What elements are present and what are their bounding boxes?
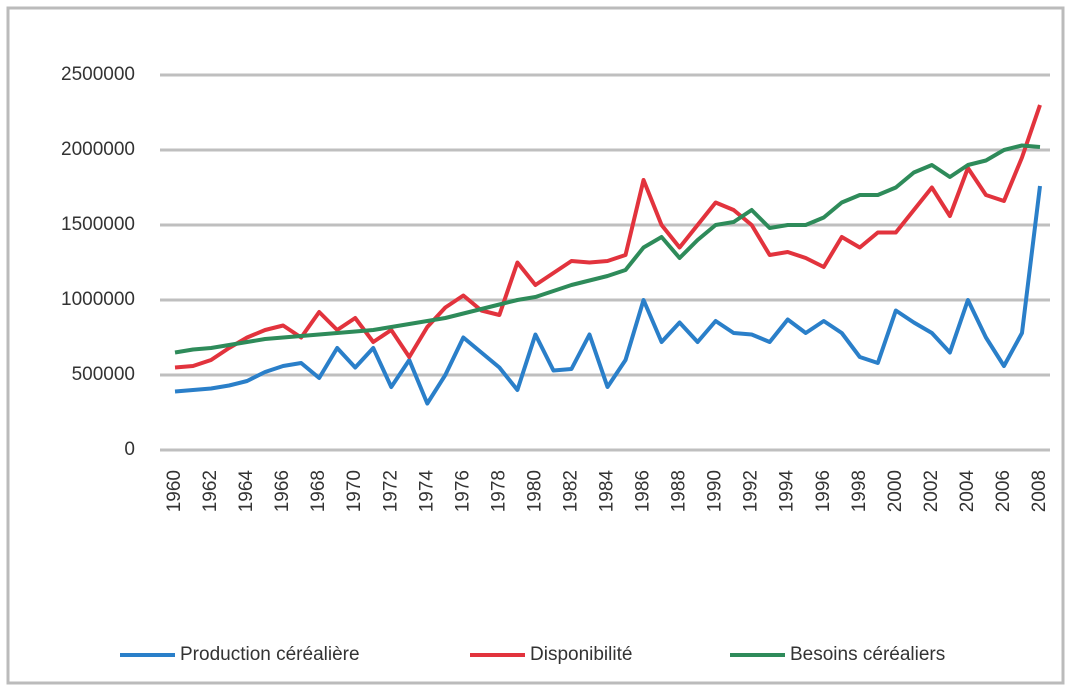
x-tick-label: 1966 xyxy=(272,470,293,512)
x-tick-label: 1986 xyxy=(633,470,654,512)
chart-frame xyxy=(6,6,1065,685)
legend-label: Production céréalière xyxy=(180,644,360,665)
x-tick-label: 1996 xyxy=(813,470,834,512)
x-tick-label: 2004 xyxy=(957,470,978,513)
x-tick-label: 1960 xyxy=(164,470,185,512)
x-tick-label: 1982 xyxy=(560,470,581,512)
x-tick-label: 2006 xyxy=(993,470,1014,512)
legend-label: Disponibilité xyxy=(530,644,632,665)
x-tick-label: 1964 xyxy=(236,470,257,513)
x-tick-label: 1974 xyxy=(416,470,437,513)
y-tick-label: 2000000 xyxy=(61,139,135,160)
y-tick-label: 2500000 xyxy=(61,64,135,85)
x-tick-label: 1994 xyxy=(777,470,798,513)
x-tick-label: 1988 xyxy=(669,470,690,512)
series-line xyxy=(174,185,1042,406)
x-tick-label: 1978 xyxy=(488,470,509,512)
y-tick-label: 1000000 xyxy=(61,289,135,310)
x-tick-label: 2002 xyxy=(921,470,942,512)
x-tick-label: 1984 xyxy=(597,470,618,513)
series-line xyxy=(174,143,1041,355)
x-tick-label: 1980 xyxy=(524,470,545,512)
x-tick-label: 1972 xyxy=(380,470,401,512)
x-tick-label: 1962 xyxy=(200,470,221,512)
x-tick-label: 1998 xyxy=(849,470,870,512)
series-line xyxy=(174,104,1042,370)
legend-label: Besoins céréaliers xyxy=(790,644,945,665)
x-tick-label: 2008 xyxy=(1029,470,1050,512)
x-tick-label: 1990 xyxy=(705,470,726,512)
x-tick-label: 1992 xyxy=(741,470,762,512)
y-tick-label: 1500000 xyxy=(61,214,135,235)
y-tick-label: 0 xyxy=(124,439,135,460)
x-tick-label: 1968 xyxy=(308,470,329,512)
x-tick-label: 1976 xyxy=(452,470,473,512)
x-tick-label: 1970 xyxy=(344,470,365,512)
x-tick-label: 2000 xyxy=(885,470,906,512)
y-tick-label: 500000 xyxy=(72,364,135,385)
